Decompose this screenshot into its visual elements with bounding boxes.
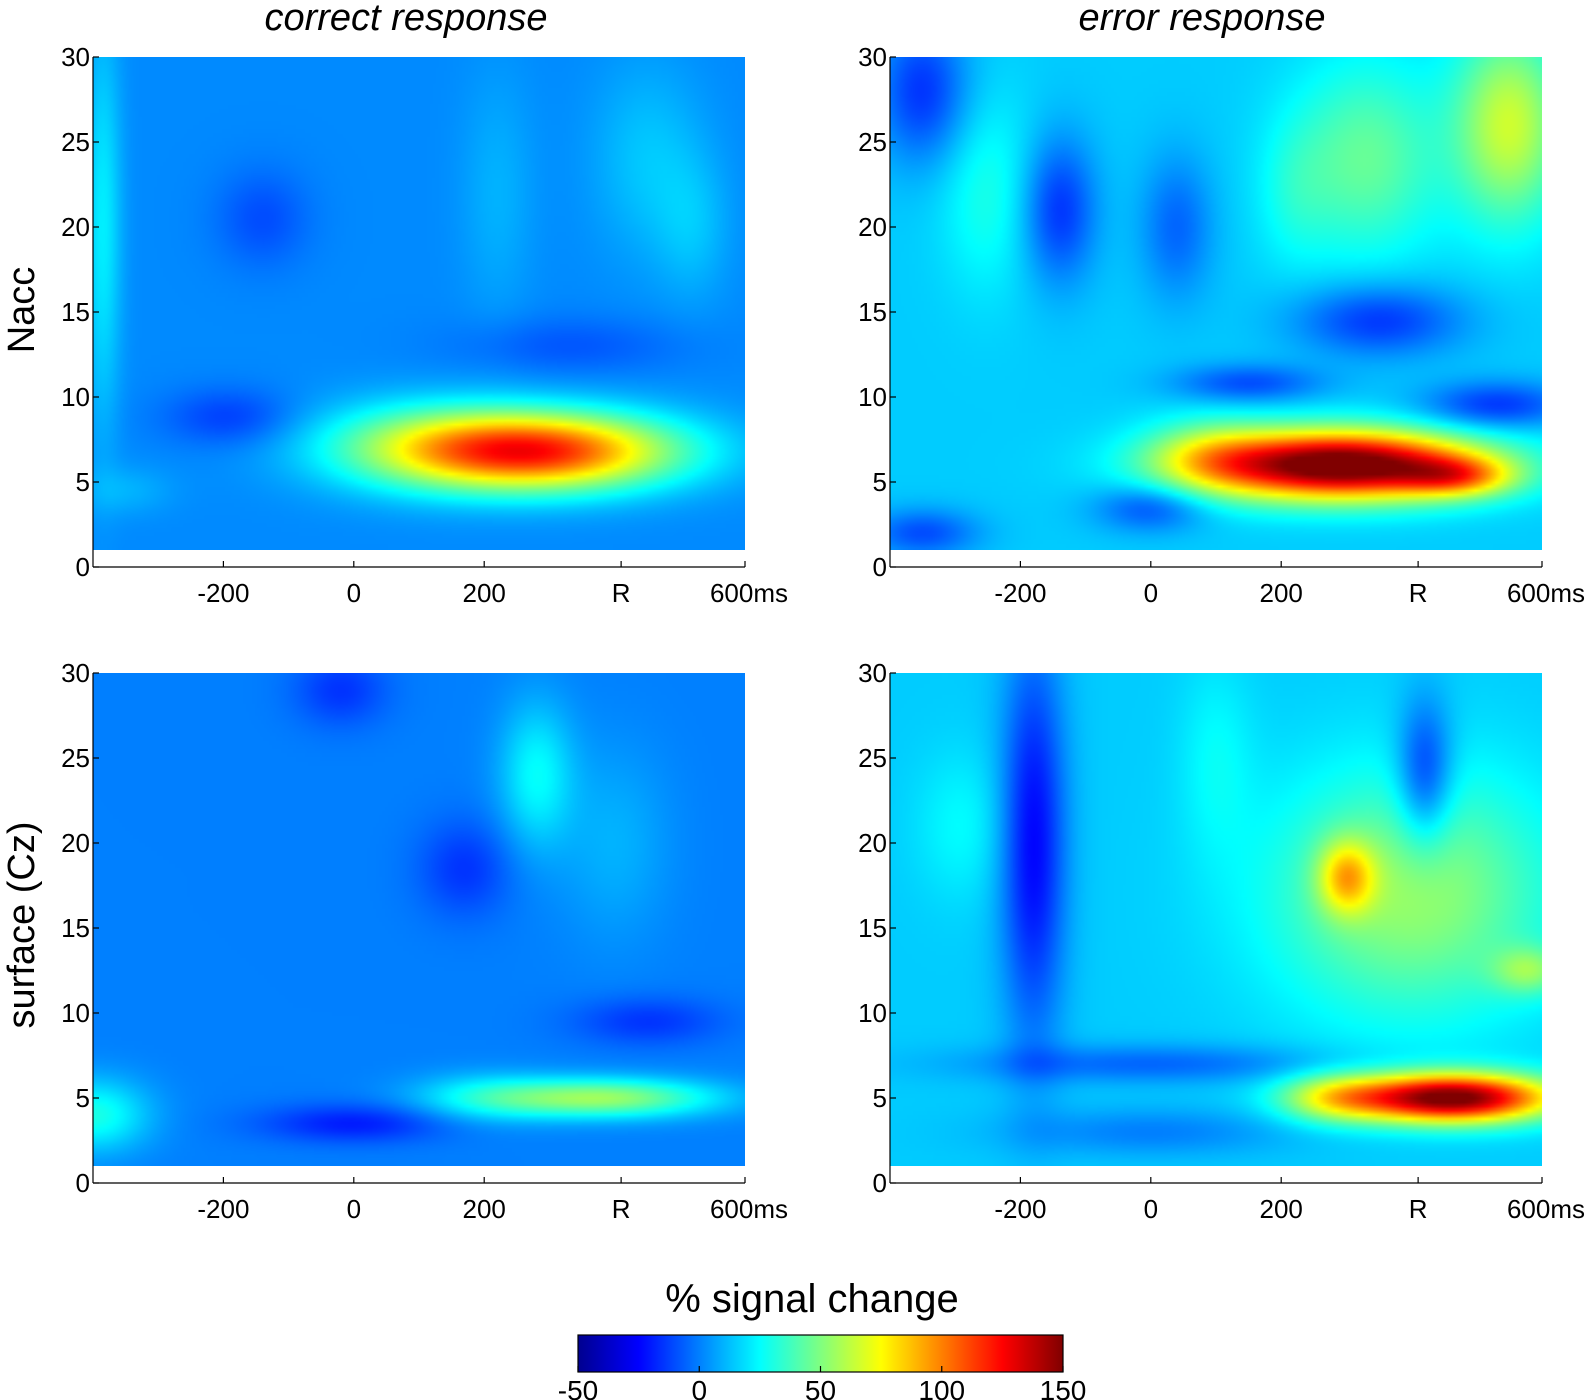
heatmap-image xyxy=(890,673,1542,1166)
x-tick-label: 0 xyxy=(347,578,361,608)
y-tick-label: 25 xyxy=(858,127,887,157)
x-tick-label: 0 xyxy=(347,1194,361,1224)
heatmap-panel-3: 0 5 10 15 20 25 30 -200 0 200 R 600ms xyxy=(61,658,788,1224)
x-tick-label: -200 xyxy=(994,578,1046,608)
colorbar-tick-label: 150 xyxy=(1040,1375,1087,1400)
x-tick-label: R xyxy=(612,578,631,608)
y-tick-label: 0 xyxy=(873,1168,887,1198)
x-tick-label: 600ms xyxy=(1507,1194,1585,1224)
x-tick-label: -200 xyxy=(994,1194,1046,1224)
y-tick-label: 25 xyxy=(61,127,90,157)
x-tick-label: 200 xyxy=(463,1194,506,1224)
x-tick-label: 600ms xyxy=(710,578,788,608)
y-tick-label: 15 xyxy=(61,297,90,327)
y-tick-label: 30 xyxy=(61,42,90,72)
y-tick-label: 30 xyxy=(61,658,90,688)
y-tick-label: 5 xyxy=(76,1083,90,1113)
heatmap-panel-2: 0 5 10 15 20 25 30 -200 0 200 R 600ms xyxy=(858,42,1585,608)
x-tick-label: R xyxy=(1409,578,1428,608)
column-title-error: error response xyxy=(1078,0,1325,39)
x-tick-label: 0 xyxy=(1144,578,1158,608)
y-tick-label: 15 xyxy=(858,913,887,943)
x-tick-label: 600ms xyxy=(1507,578,1585,608)
row-label-surface: surface (Cz) xyxy=(1,822,43,1029)
x-tick-label: 600ms xyxy=(710,1194,788,1224)
x-tick-label: 200 xyxy=(1260,1194,1303,1224)
y-tick-label: 0 xyxy=(76,552,90,582)
y-tick-label: 20 xyxy=(858,828,887,858)
column-title-correct: correct response xyxy=(264,0,547,39)
heatmap-image xyxy=(890,57,1542,550)
colorbar-title: % signal change xyxy=(665,1277,959,1321)
y-tick-label: 15 xyxy=(858,297,887,327)
x-tick-label: R xyxy=(612,1194,631,1224)
y-tick-label: 20 xyxy=(858,212,887,242)
y-tick-label: 15 xyxy=(61,913,90,943)
x-tick-label: -200 xyxy=(197,578,249,608)
colorbar-tick-label: 50 xyxy=(805,1375,836,1400)
x-tick-label: 200 xyxy=(1260,578,1303,608)
heatmap-image xyxy=(93,57,745,550)
y-tick-label: 20 xyxy=(61,212,90,242)
x-tick-label: 200 xyxy=(463,578,506,608)
heatmap-panel-4: 0 5 10 15 20 25 30 -200 0 200 R 600ms xyxy=(858,658,1585,1224)
row-label-nacc: Nacc xyxy=(1,267,43,354)
y-tick-label: 20 xyxy=(61,828,90,858)
y-tick-label: 0 xyxy=(873,552,887,582)
colorbar: % signal change -50 0 50 100 150 xyxy=(558,1277,1087,1400)
x-tick-label: 0 xyxy=(1144,1194,1158,1224)
y-tick-label: 10 xyxy=(61,382,90,412)
y-tick-label: 0 xyxy=(76,1168,90,1198)
y-tick-label: 10 xyxy=(858,382,887,412)
y-tick-label: 5 xyxy=(873,467,887,497)
y-tick-label: 25 xyxy=(858,743,887,773)
y-tick-label: 5 xyxy=(873,1083,887,1113)
colorbar-tick-label: -50 xyxy=(558,1375,598,1400)
x-tick-label: R xyxy=(1409,1194,1428,1224)
heatmap-panel-1: 0 5 10 15 20 25 30 -200 0 200 R 600ms xyxy=(61,42,788,608)
y-tick-label: 10 xyxy=(858,998,887,1028)
y-tick-label: 25 xyxy=(61,743,90,773)
heatmap-image xyxy=(93,673,745,1166)
y-tick-label: 30 xyxy=(858,658,887,688)
y-tick-label: 30 xyxy=(858,42,887,72)
x-tick-label: -200 xyxy=(197,1194,249,1224)
y-tick-label: 5 xyxy=(76,467,90,497)
y-tick-label: 10 xyxy=(61,998,90,1028)
colorbar-tick-label: 0 xyxy=(691,1375,707,1400)
colorbar-tick-label: 100 xyxy=(918,1375,965,1400)
